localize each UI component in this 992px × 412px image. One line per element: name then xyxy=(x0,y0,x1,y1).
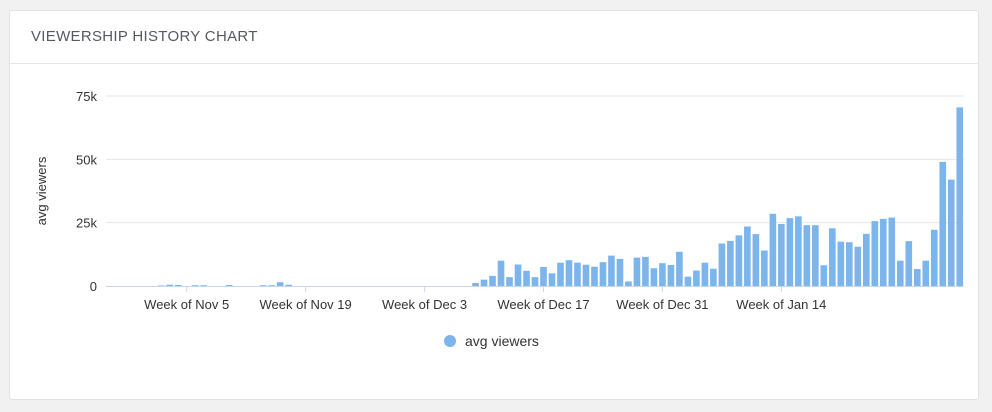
bar[interactable] xyxy=(268,285,275,287)
x-tick-label: Week of Nov 19 xyxy=(260,297,352,312)
panel-header: VIEWERSHIP HISTORY CHART xyxy=(10,11,978,64)
bar[interactable] xyxy=(684,276,692,286)
bar[interactable] xyxy=(930,229,938,286)
bar[interactable] xyxy=(820,265,828,286)
x-axis-ticks: Week of Nov 5 Week of Nov 19 Week of Dec 3… xyxy=(144,286,826,312)
bar[interactable] xyxy=(565,260,573,286)
bar[interactable] xyxy=(480,279,488,286)
bar[interactable] xyxy=(913,269,921,286)
y-axis-title: avg viewers xyxy=(34,156,49,225)
y-tick-label: 50k xyxy=(76,152,97,167)
bar[interactable] xyxy=(540,267,547,286)
bar[interactable] xyxy=(879,218,887,286)
bar[interactable] xyxy=(506,277,513,286)
bar[interactable] xyxy=(803,225,811,286)
bar[interactable] xyxy=(557,262,564,286)
bar[interactable] xyxy=(659,263,666,286)
bar[interactable] xyxy=(752,234,760,286)
y-tick-label: 0 xyxy=(90,279,97,294)
bar[interactable] xyxy=(582,264,590,286)
bar[interactable] xyxy=(650,268,658,286)
bar[interactable] xyxy=(676,251,683,286)
bar[interactable] xyxy=(829,228,836,286)
bar[interactable] xyxy=(922,260,930,286)
bar[interactable] xyxy=(625,281,632,286)
bar[interactable] xyxy=(718,243,726,286)
bar[interactable] xyxy=(812,225,819,286)
bar[interactable] xyxy=(786,218,794,286)
bar[interactable] xyxy=(200,285,208,287)
bar[interactable] xyxy=(472,282,479,286)
bar[interactable] xyxy=(795,216,802,286)
x-tick-label: Week of Dec 3 xyxy=(382,297,467,312)
bar[interactable] xyxy=(735,235,743,286)
bar[interactable] xyxy=(259,285,267,287)
bar[interactable] xyxy=(846,242,853,286)
bar[interactable] xyxy=(191,285,199,287)
y-tick-label: 25k xyxy=(76,216,97,231)
bar[interactable] xyxy=(693,270,700,286)
bar[interactable] xyxy=(608,255,615,286)
bar[interactable] xyxy=(591,266,598,286)
bar[interactable] xyxy=(642,256,649,286)
bar[interactable] xyxy=(174,284,182,286)
bar[interactable] xyxy=(157,285,165,287)
bar[interactable] xyxy=(939,161,947,286)
legend-label: avg viewers xyxy=(465,333,539,349)
x-tick-label: Week of Dec 31 xyxy=(616,297,708,312)
x-tick-label: Week of Jan 14 xyxy=(736,297,826,312)
bar[interactable] xyxy=(862,233,870,286)
bar[interactable] xyxy=(574,262,581,286)
bar[interactable] xyxy=(837,241,845,286)
x-tick-label: Week of Nov 5 xyxy=(144,297,229,312)
x-tick-label: Week of Dec 17 xyxy=(497,297,589,312)
y-tick-label: 75k xyxy=(76,89,97,104)
bar[interactable] xyxy=(667,264,675,286)
bar[interactable] xyxy=(548,273,556,286)
bar[interactable] xyxy=(633,257,641,286)
bar[interactable] xyxy=(778,223,785,286)
bar[interactable] xyxy=(531,277,539,286)
bar[interactable] xyxy=(710,268,717,286)
bar[interactable] xyxy=(947,179,955,286)
bar[interactable] xyxy=(599,262,607,286)
bar[interactable] xyxy=(616,258,624,286)
y-axis-ticks: 0 25k 50k 75k xyxy=(76,89,97,294)
bar[interactable] xyxy=(701,262,709,286)
bar[interactable] xyxy=(761,250,768,286)
bar[interactable] xyxy=(225,284,233,286)
bar[interactable] xyxy=(514,264,522,286)
legend-marker xyxy=(444,335,456,347)
bar[interactable] xyxy=(276,282,284,286)
bar[interactable] xyxy=(854,246,862,286)
bar[interactable] xyxy=(497,260,505,286)
panel-title: VIEWERSHIP HISTORY CHART xyxy=(31,28,258,45)
bar[interactable] xyxy=(166,284,174,286)
bar[interactable] xyxy=(744,226,751,286)
bar[interactable] xyxy=(956,107,964,287)
bar[interactable] xyxy=(769,213,777,286)
legend-item[interactable]: avg viewers xyxy=(444,333,539,349)
bar[interactable] xyxy=(871,221,879,286)
bar[interactable] xyxy=(896,260,904,286)
bar[interactable] xyxy=(489,275,496,286)
bar[interactable] xyxy=(523,270,530,286)
bar[interactable] xyxy=(285,284,292,286)
bar[interactable] xyxy=(727,240,734,286)
bar[interactable] xyxy=(888,217,896,286)
bar-series xyxy=(157,107,964,287)
viewership-panel: VIEWERSHIP HISTORY CHART xyxy=(9,10,979,400)
bar[interactable] xyxy=(905,241,913,286)
grid-lines xyxy=(106,95,964,224)
